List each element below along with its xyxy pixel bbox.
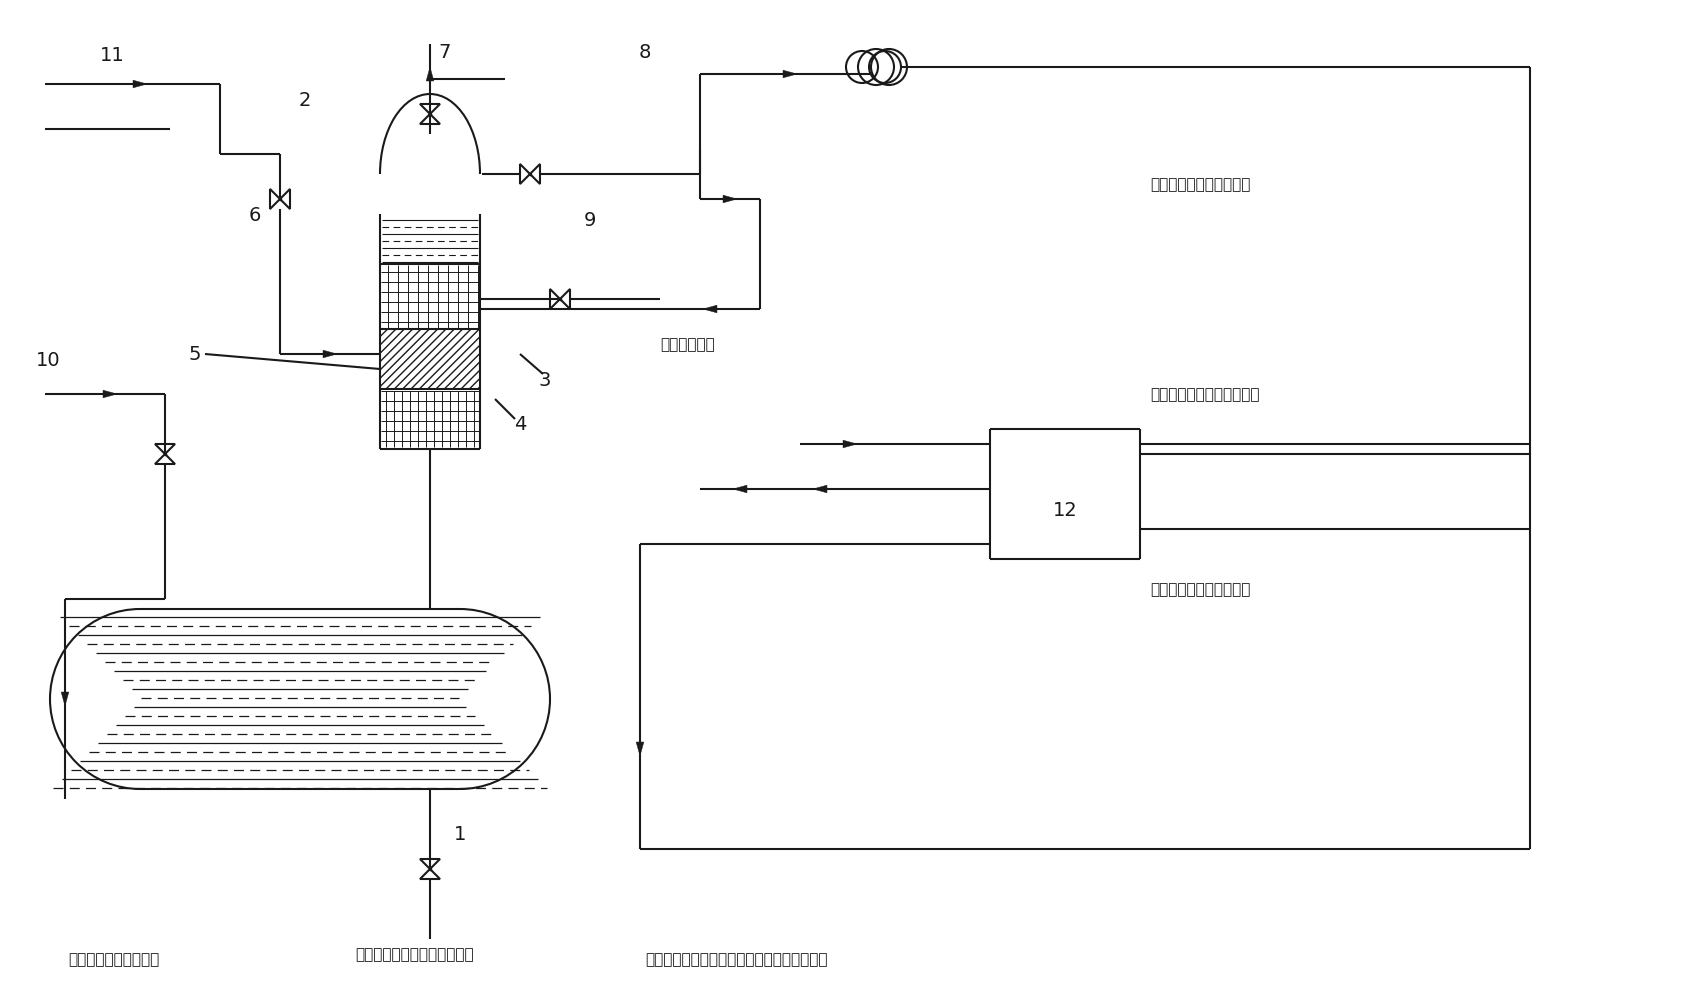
Polygon shape bbox=[419, 105, 440, 115]
Text: 11: 11 bbox=[99, 45, 125, 64]
Polygon shape bbox=[783, 71, 797, 79]
Polygon shape bbox=[426, 68, 434, 82]
Text: 除氧器溢水管至疏水笥: 除氧器溢水管至疏水笥 bbox=[67, 952, 160, 967]
Text: 9: 9 bbox=[584, 210, 596, 229]
Polygon shape bbox=[561, 290, 569, 310]
Text: 轴加疏水至疏水系统管道: 轴加疏水至疏水系统管道 bbox=[1150, 582, 1251, 597]
Polygon shape bbox=[637, 742, 643, 757]
Text: 汽机轴封漏汽: 汽机轴封漏汽 bbox=[660, 337, 714, 352]
Polygon shape bbox=[722, 196, 738, 203]
Text: 除氧器水笩出水管道至给水泵: 除氧器水笩出水管道至给水泵 bbox=[355, 947, 473, 962]
Polygon shape bbox=[733, 486, 748, 493]
Text: 轴封加热器汽侧排大气管: 轴封加热器汽侧排大气管 bbox=[1150, 177, 1251, 192]
Polygon shape bbox=[155, 445, 175, 455]
Text: 4: 4 bbox=[514, 415, 525, 434]
Polygon shape bbox=[323, 351, 337, 359]
Text: 8: 8 bbox=[638, 42, 652, 61]
Text: 1: 1 bbox=[453, 825, 466, 844]
Polygon shape bbox=[280, 189, 290, 209]
Polygon shape bbox=[813, 486, 827, 493]
Polygon shape bbox=[419, 115, 440, 125]
Polygon shape bbox=[530, 165, 541, 184]
Polygon shape bbox=[520, 165, 530, 184]
Polygon shape bbox=[419, 869, 440, 879]
Text: 二级除盐冷却水进轴加管道: 二级除盐冷却水进轴加管道 bbox=[1150, 387, 1260, 402]
Polygon shape bbox=[419, 859, 440, 869]
Text: 12: 12 bbox=[1052, 500, 1078, 519]
Polygon shape bbox=[551, 290, 561, 310]
Text: 6: 6 bbox=[249, 205, 261, 224]
Text: 10: 10 bbox=[35, 350, 61, 369]
Text: 二级除盐冷却水出轴加管道（至低压加热器）: 二级除盐冷却水出轴加管道（至低压加热器） bbox=[645, 952, 827, 967]
Polygon shape bbox=[702, 306, 717, 314]
Polygon shape bbox=[133, 81, 147, 89]
Polygon shape bbox=[103, 391, 116, 399]
Polygon shape bbox=[269, 189, 280, 209]
Text: 7: 7 bbox=[440, 42, 451, 61]
Polygon shape bbox=[61, 692, 69, 706]
Bar bbox=[381, 330, 480, 390]
Text: 2: 2 bbox=[298, 90, 312, 109]
Text: 3: 3 bbox=[539, 370, 551, 389]
Text: 5: 5 bbox=[189, 345, 202, 364]
Polygon shape bbox=[844, 441, 857, 449]
Polygon shape bbox=[155, 455, 175, 465]
